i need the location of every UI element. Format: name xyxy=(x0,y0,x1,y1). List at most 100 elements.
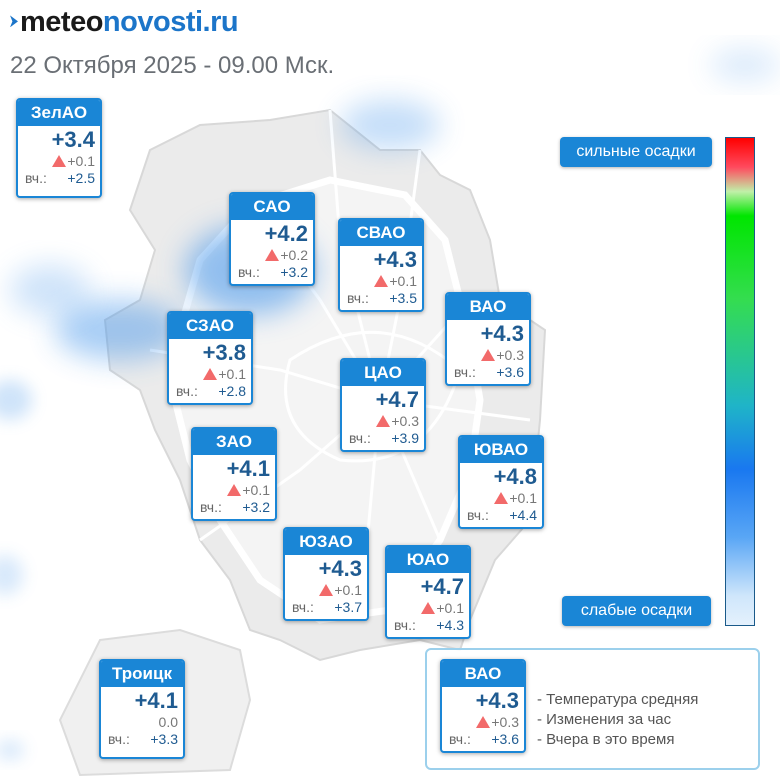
district-name: ВАО xyxy=(442,661,524,687)
yesterday-row: вч.: +2.5 xyxy=(18,170,100,188)
hourly-change: +0.1 xyxy=(18,152,100,170)
district-card-yuzao[interactable]: ЮЗАО +4.3 +0.1 вч.: +3.7 xyxy=(283,527,369,621)
yesterday-label: вч.: xyxy=(449,731,471,747)
trend-up-icon xyxy=(476,716,491,728)
district-card-troitsk[interactable]: Троицк +4.1 0.0 вч.: +3.3 xyxy=(99,659,185,759)
district-card-vao[interactable]: ВАО +4.3 +0.3 вч.: +3.6 xyxy=(445,292,531,386)
district-card-sao[interactable]: САО +4.2 +0.2 вч.: +3.2 xyxy=(229,192,315,286)
trend-up-icon xyxy=(319,584,334,596)
district-name: СЗАО xyxy=(169,313,251,339)
temperature: +4.3 xyxy=(475,688,519,713)
logo-mark-icon xyxy=(10,15,18,28)
temperature: +4.3 xyxy=(373,247,417,272)
hourly-change: +0.1 xyxy=(169,365,251,383)
temperature: +4.3 xyxy=(480,321,524,346)
yesterday-row: вч.: +3.3 xyxy=(101,731,183,749)
hourly-change: +0.1 xyxy=(460,489,542,507)
district-card-szao[interactable]: СЗАО +3.8 +0.1 вч.: +2.8 xyxy=(167,311,253,405)
yesterday-value: +3.5 xyxy=(389,290,417,306)
yesterday-row: вч.: +3.6 xyxy=(442,731,524,749)
district-name: ЗелАО xyxy=(18,100,100,126)
yesterday-label: вч.: xyxy=(176,383,198,399)
yesterday-label: вч.: xyxy=(200,499,222,515)
hourly-change: 0.0 xyxy=(158,714,178,730)
trend-up-icon xyxy=(376,415,391,427)
temperature: +4.7 xyxy=(375,387,419,412)
hourly-change: +0.3 xyxy=(442,713,524,731)
weak-precip-label: слабые осадки xyxy=(562,596,711,626)
yesterday-label: вч.: xyxy=(108,731,130,747)
yesterday-value: +4.3 xyxy=(436,617,464,633)
yesterday-label: вч.: xyxy=(292,599,314,615)
district-card-svao[interactable]: СВАО +4.3 +0.1 вч.: +3.5 xyxy=(338,218,424,312)
yesterday-value: +3.6 xyxy=(496,364,524,380)
yesterday-value: +3.2 xyxy=(242,499,270,515)
legend-notes: - Температура средняя - Изменения за час… xyxy=(537,690,698,750)
yesterday-row: вч.: +4.3 xyxy=(387,617,469,635)
date-time: 22 Октября 2025 - 09.00 Мск. xyxy=(10,52,335,79)
yesterday-label: вч.: xyxy=(394,617,416,633)
hourly-change: +0.3 xyxy=(342,412,424,430)
yesterday-row: вч.: +3.5 xyxy=(340,290,422,308)
temperature: +4.1 xyxy=(226,456,270,481)
yesterday-row: вч.: +3.9 xyxy=(342,430,424,448)
hourly-change: +0.1 xyxy=(387,599,469,617)
yesterday-row: вч.: +3.7 xyxy=(285,599,367,617)
yesterday-value: +3.3 xyxy=(150,731,178,747)
district-name: ВАО xyxy=(447,294,529,320)
trend-up-icon xyxy=(421,602,436,614)
hourly-change: +0.1 xyxy=(193,481,275,499)
temperature: +3.4 xyxy=(51,127,95,152)
yesterday-row: вч.: +3.6 xyxy=(447,364,529,382)
temperature: +3.8 xyxy=(202,340,246,365)
yesterday-value: +3.9 xyxy=(391,430,419,446)
trend-up-icon xyxy=(374,275,389,287)
yesterday-value: +3.6 xyxy=(491,731,519,747)
district-name: САО xyxy=(231,194,313,220)
trend-up-icon xyxy=(494,492,509,504)
district-card-zelao[interactable]: ЗелАО +3.4 +0.1 вч.: +2.5 xyxy=(16,98,102,198)
temperature: +4.1 xyxy=(134,688,178,713)
yesterday-value: +2.5 xyxy=(67,170,95,186)
yesterday-row: вч.: +3.2 xyxy=(231,264,313,282)
district-card-yuvao[interactable]: ЮВАО +4.8 +0.1 вч.: +4.4 xyxy=(458,435,544,529)
district-name: ЮВАО xyxy=(460,437,542,463)
yesterday-row: вч.: +4.4 xyxy=(460,507,542,525)
district-card-zao[interactable]: ЗАО +4.1 +0.1 вч.: +3.2 xyxy=(191,427,277,521)
temperature: +4.3 xyxy=(318,556,362,581)
yesterday-label: вч.: xyxy=(454,364,476,380)
district-card-cao[interactable]: ЦАО +4.7 +0.3 вч.: +3.9 xyxy=(340,358,426,452)
hourly-change: +0.1 xyxy=(285,581,367,599)
district-name: Троицк xyxy=(101,661,183,687)
district-card-yuao[interactable]: ЮАО +4.7 +0.1 вч.: +4.3 xyxy=(385,545,471,639)
legend-sample-card: ВАО +4.3 +0.3 вч.: +3.6 xyxy=(440,659,526,753)
temperature: +4.2 xyxy=(264,221,308,246)
yesterday-value: +3.2 xyxy=(280,264,308,280)
note-yesterday: - Вчера в это время xyxy=(537,731,675,748)
district-name: ЮАО xyxy=(387,547,469,573)
yesterday-value: +2.8 xyxy=(218,383,246,399)
yesterday-value: +4.4 xyxy=(509,507,537,523)
strong-precip-label: сильные осадки xyxy=(560,137,712,167)
trend-up-icon xyxy=(227,484,242,496)
yesterday-label: вч.: xyxy=(467,507,489,523)
note-temperature: - Температура средняя xyxy=(537,691,699,708)
trend-up-icon xyxy=(52,155,67,167)
district-name: ЮЗАО xyxy=(285,529,367,555)
district-name: ЦАО xyxy=(342,360,424,386)
yesterday-row: вч.: +2.8 xyxy=(169,383,251,401)
trend-up-icon xyxy=(203,368,218,380)
district-name: СВАО xyxy=(340,220,422,246)
temperature: +4.7 xyxy=(420,574,464,599)
hourly-change: +0.3 xyxy=(447,346,529,364)
precipitation-color-scale xyxy=(725,137,755,626)
yesterday-label: вч.: xyxy=(349,430,371,446)
yesterday-label: вч.: xyxy=(347,290,369,306)
hourly-change: +0.1 xyxy=(340,272,422,290)
hourly-change: +0.2 xyxy=(231,246,313,264)
district-name: ЗАО xyxy=(193,429,275,455)
site-logo[interactable]: meteonovosti.ru xyxy=(10,6,239,39)
trend-up-icon xyxy=(265,249,280,261)
trend-up-icon xyxy=(481,349,496,361)
yesterday-label: вч.: xyxy=(25,170,47,186)
